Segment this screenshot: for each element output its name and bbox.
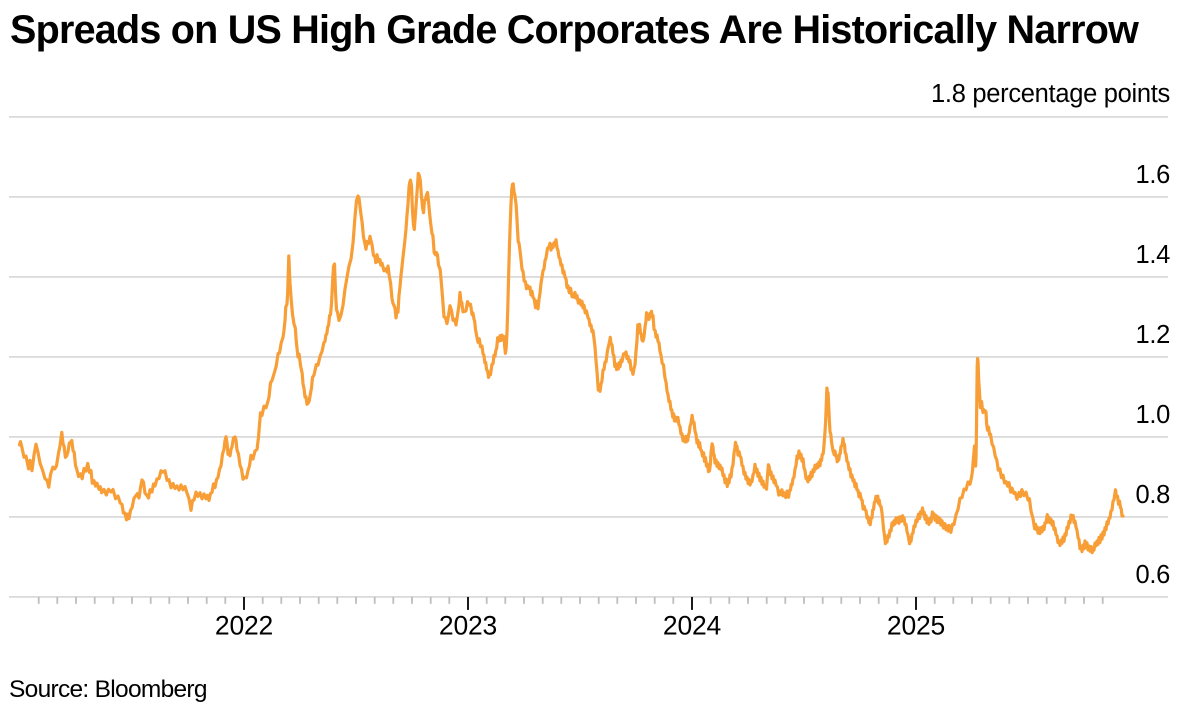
svg-text:1.0: 1.0 xyxy=(1135,401,1170,429)
svg-text:1.6: 1.6 xyxy=(1135,161,1170,189)
svg-text:Spreads on US High Grade Corpo: Spreads on US High Grade Corporates Are … xyxy=(10,8,1139,52)
svg-text:2022: 2022 xyxy=(215,611,273,641)
svg-text:2025: 2025 xyxy=(887,611,945,641)
svg-text:0.6: 0.6 xyxy=(1135,561,1170,589)
svg-text:0.8: 0.8 xyxy=(1135,481,1170,509)
svg-text:1.2: 1.2 xyxy=(1135,321,1170,349)
svg-text:2024: 2024 xyxy=(663,611,721,641)
svg-text:1.8 percentage points: 1.8 percentage points xyxy=(931,80,1170,108)
svg-text:2023: 2023 xyxy=(439,611,497,641)
svg-text:1.4: 1.4 xyxy=(1135,241,1170,269)
svg-text:Source: Bloomberg: Source: Bloomberg xyxy=(9,676,207,703)
